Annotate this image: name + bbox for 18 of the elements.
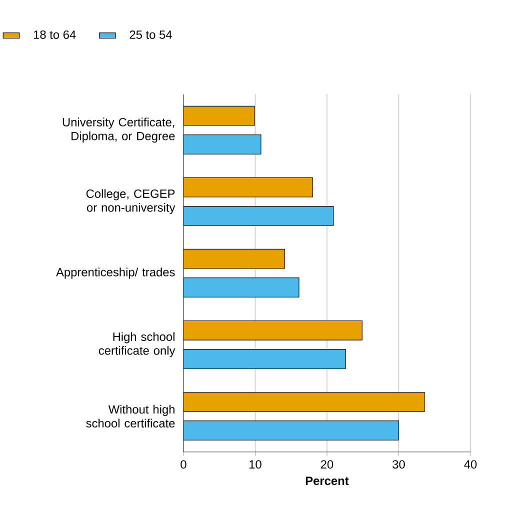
x-tick-label: 0 (180, 460, 186, 468)
bar (183, 277, 300, 298)
legend-label: 25 to 54 (130, 30, 172, 39)
y-tick-label: Apprenticeship/ trades (56, 267, 175, 279)
y-tick-label: University Certificate, Diploma, or Degree (62, 118, 175, 142)
y-tick-label: High school certificate only (98, 332, 176, 358)
bar (183, 420, 400, 440)
y-tick-label: Without high school certificate (86, 404, 175, 428)
legend-label: 18 to 64 (34, 30, 76, 39)
x-tick-label: 40 (464, 460, 477, 468)
x-axis-title: Percent (306, 476, 349, 485)
x-tick-label: 30 (392, 460, 405, 468)
x-tick-label: 20 (320, 460, 334, 468)
bar (183, 348, 346, 369)
x-tick-label: 10 (250, 460, 262, 468)
bar (183, 134, 262, 154)
y-tick-label: College, CEGEP or non-university (86, 189, 176, 214)
bar (183, 206, 334, 226)
